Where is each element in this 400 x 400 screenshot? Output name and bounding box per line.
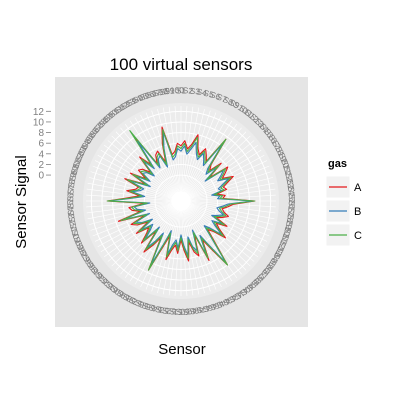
y-tick-label: 10	[33, 117, 45, 128]
y-tick-label: 2	[38, 160, 44, 171]
y-tick-label: 0	[38, 171, 44, 182]
chart-title: 100 virtual sensors	[110, 55, 253, 74]
category-label: S100	[164, 85, 185, 96]
legend-label-B: B	[354, 206, 361, 218]
legend-title: gas	[328, 158, 347, 170]
y-tick-label: 4	[38, 149, 44, 160]
y-axis-title: Sensor Signal	[13, 155, 30, 248]
grid-center	[171, 191, 191, 211]
y-tick-label: 6	[38, 139, 44, 150]
y-tick-label: 12	[33, 107, 45, 118]
legend-label-A: A	[354, 182, 362, 194]
legend-label-C: C	[354, 230, 362, 242]
x-axis-title: Sensor	[158, 341, 206, 358]
y-tick-label: 8	[38, 128, 44, 139]
legend: gas ABC	[326, 158, 362, 246]
